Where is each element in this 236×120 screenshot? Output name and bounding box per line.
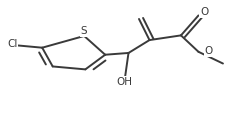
Text: OH: OH (117, 77, 133, 87)
Text: S: S (81, 26, 88, 36)
Text: O: O (205, 46, 213, 56)
Text: Cl: Cl (7, 39, 18, 49)
Text: O: O (200, 7, 208, 17)
